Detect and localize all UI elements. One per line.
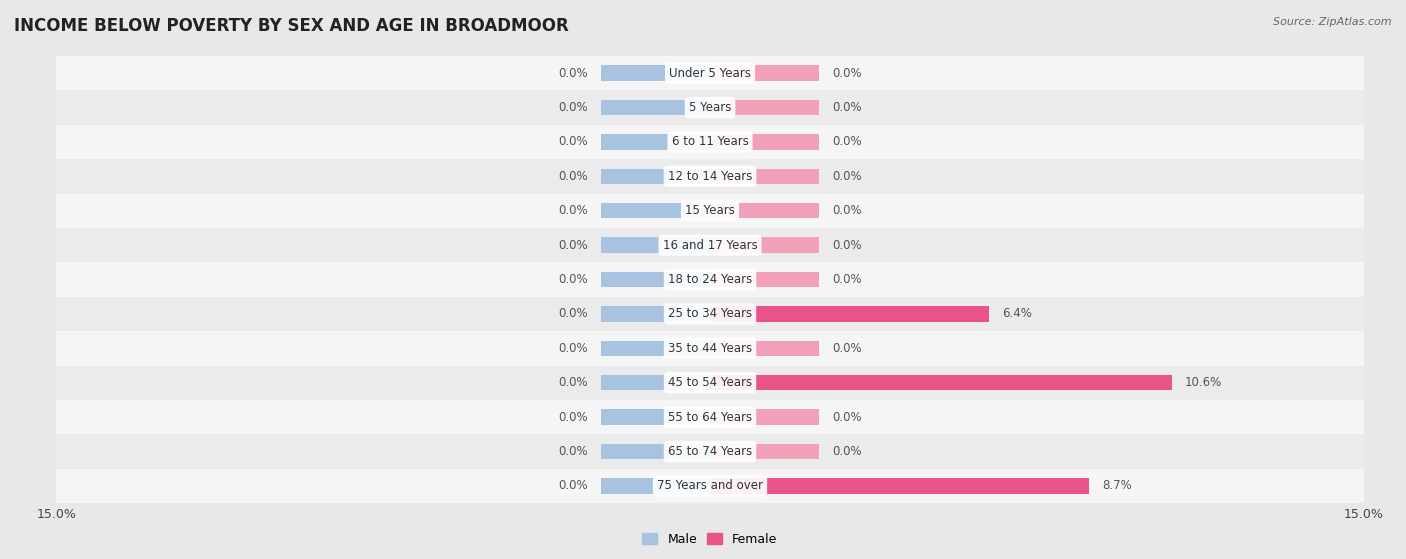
Text: 5 Years: 5 Years bbox=[689, 101, 731, 114]
Text: 15 Years: 15 Years bbox=[685, 204, 735, 217]
Bar bbox=[602, 272, 710, 287]
Text: INCOME BELOW POVERTY BY SEX AND AGE IN BROADMOOR: INCOME BELOW POVERTY BY SEX AND AGE IN B… bbox=[14, 17, 569, 35]
Text: 0.0%: 0.0% bbox=[558, 239, 588, 252]
Text: 0.0%: 0.0% bbox=[832, 101, 862, 114]
Text: 0.0%: 0.0% bbox=[832, 239, 862, 252]
Text: 10.6%: 10.6% bbox=[1185, 376, 1222, 389]
Text: Under 5 Years: Under 5 Years bbox=[669, 67, 751, 79]
Text: 0.0%: 0.0% bbox=[558, 342, 588, 355]
Bar bbox=[710, 478, 1090, 494]
Text: 0.0%: 0.0% bbox=[832, 135, 862, 148]
Bar bbox=[710, 375, 1173, 390]
Bar bbox=[602, 306, 710, 321]
Bar bbox=[710, 306, 988, 321]
Text: 25 to 34 Years: 25 to 34 Years bbox=[668, 307, 752, 320]
Bar bbox=[710, 134, 818, 150]
Bar bbox=[602, 134, 710, 150]
Text: Source: ZipAtlas.com: Source: ZipAtlas.com bbox=[1274, 17, 1392, 27]
Text: 0.0%: 0.0% bbox=[832, 411, 862, 424]
Text: 0.0%: 0.0% bbox=[832, 273, 862, 286]
Text: 0.0%: 0.0% bbox=[832, 67, 862, 79]
Bar bbox=[602, 478, 710, 494]
Legend: Male, Female: Male, Female bbox=[637, 528, 783, 551]
Bar bbox=[56, 56, 1364, 91]
Text: 0.0%: 0.0% bbox=[832, 342, 862, 355]
Text: 0.0%: 0.0% bbox=[832, 445, 862, 458]
Bar bbox=[710, 340, 818, 356]
Bar bbox=[710, 409, 818, 425]
Text: 75 Years and over: 75 Years and over bbox=[657, 480, 763, 492]
Bar bbox=[56, 297, 1364, 331]
Bar bbox=[56, 193, 1364, 228]
Text: 6 to 11 Years: 6 to 11 Years bbox=[672, 135, 748, 148]
Bar bbox=[710, 65, 818, 81]
Text: 0.0%: 0.0% bbox=[558, 67, 588, 79]
Bar bbox=[56, 262, 1364, 297]
Text: 0.0%: 0.0% bbox=[558, 307, 588, 320]
Bar bbox=[710, 169, 818, 184]
Text: 6.4%: 6.4% bbox=[1002, 307, 1032, 320]
Text: 0.0%: 0.0% bbox=[558, 376, 588, 389]
Text: 0.0%: 0.0% bbox=[558, 411, 588, 424]
Text: 8.7%: 8.7% bbox=[1102, 480, 1132, 492]
Text: 45 to 54 Years: 45 to 54 Years bbox=[668, 376, 752, 389]
Text: 65 to 74 Years: 65 to 74 Years bbox=[668, 445, 752, 458]
Bar bbox=[602, 100, 710, 115]
Bar bbox=[56, 366, 1364, 400]
Bar bbox=[602, 444, 710, 459]
Text: 0.0%: 0.0% bbox=[558, 480, 588, 492]
Bar bbox=[602, 65, 710, 81]
Bar bbox=[602, 340, 710, 356]
Bar bbox=[56, 91, 1364, 125]
Bar bbox=[56, 468, 1364, 503]
Bar bbox=[602, 409, 710, 425]
Text: 0.0%: 0.0% bbox=[558, 170, 588, 183]
Text: 0.0%: 0.0% bbox=[558, 273, 588, 286]
Bar bbox=[56, 331, 1364, 366]
Text: 35 to 44 Years: 35 to 44 Years bbox=[668, 342, 752, 355]
Bar bbox=[710, 100, 818, 115]
Bar bbox=[602, 203, 710, 219]
Text: 55 to 64 Years: 55 to 64 Years bbox=[668, 411, 752, 424]
Bar bbox=[56, 434, 1364, 468]
Bar bbox=[602, 238, 710, 253]
Bar bbox=[56, 228, 1364, 262]
Text: 18 to 24 Years: 18 to 24 Years bbox=[668, 273, 752, 286]
Bar bbox=[710, 272, 818, 287]
Text: 0.0%: 0.0% bbox=[558, 101, 588, 114]
Text: 16 and 17 Years: 16 and 17 Years bbox=[662, 239, 758, 252]
Text: 0.0%: 0.0% bbox=[558, 204, 588, 217]
Text: 0.0%: 0.0% bbox=[832, 204, 862, 217]
Bar bbox=[710, 444, 818, 459]
Text: 0.0%: 0.0% bbox=[558, 135, 588, 148]
Bar bbox=[56, 400, 1364, 434]
Text: 12 to 14 Years: 12 to 14 Years bbox=[668, 170, 752, 183]
Bar bbox=[710, 238, 818, 253]
Text: 0.0%: 0.0% bbox=[558, 445, 588, 458]
Bar bbox=[56, 125, 1364, 159]
Text: 0.0%: 0.0% bbox=[832, 170, 862, 183]
Bar bbox=[602, 169, 710, 184]
Bar bbox=[602, 375, 710, 390]
Bar bbox=[710, 203, 818, 219]
Bar bbox=[56, 159, 1364, 193]
